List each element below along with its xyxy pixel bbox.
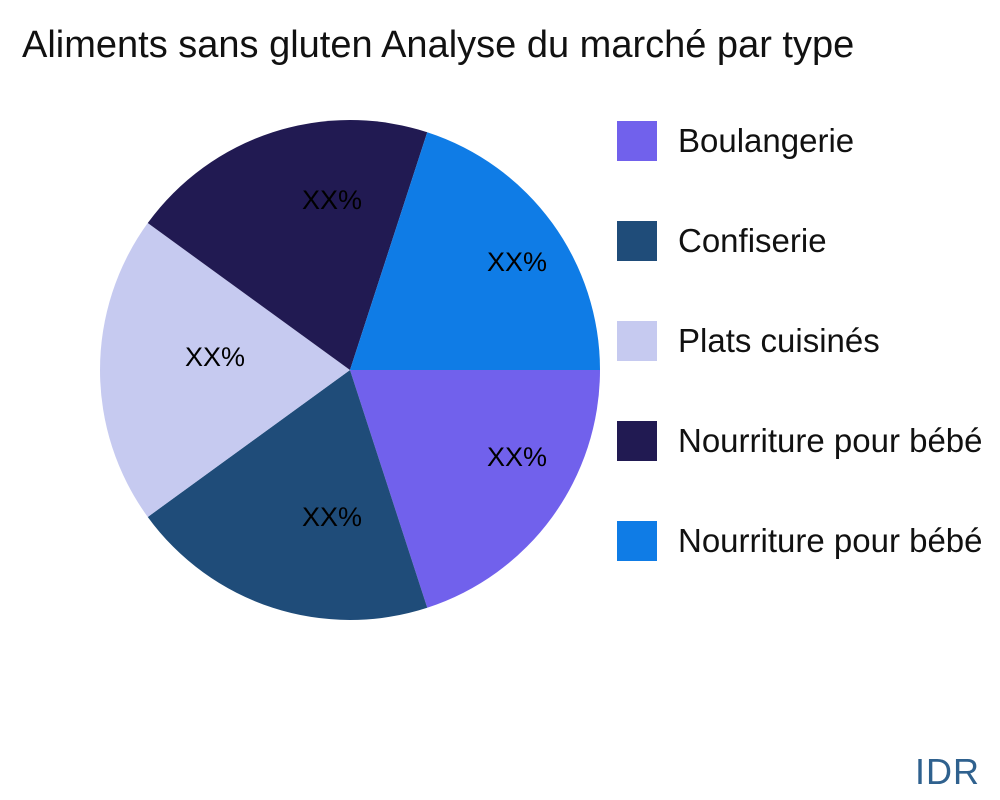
legend-label-3: Nourriture pour bébé [678,422,983,459]
pie-slice-value-label-2: XX% [185,342,245,372]
legend-item-0: Boulangerie [617,121,1000,161]
legend-label-1: Confiserie [678,222,827,259]
pie-slice-1 [147,370,428,620]
watermark-text: IDR [915,751,980,792]
pie-slice-value-label-1: XX% [302,502,362,532]
pie-slice-value-label-4: XX% [487,247,547,277]
chart-title: Aliments sans gluten Analyse du marché p… [22,24,855,66]
pie-slice-4 [350,132,600,370]
legend-item-4: Nourriture pour bébé [617,521,1000,561]
legend-item-1: Confiserie [617,221,1000,261]
legend-label-4: Nourriture pour bébé [678,522,983,559]
pie-slice-2 [100,223,351,517]
pie-slice-value-label-3: XX% [302,185,362,215]
legend-swatch-2 [617,321,657,361]
legend-swatch-4 [617,521,657,561]
pie-slice-value-label-0: XX% [487,442,547,472]
legend-item-2: Plats cuisinés [617,321,1000,361]
legend-swatch-3 [617,421,657,461]
pie-chart-area: XX% XX% XX% XX% XX% [100,120,600,620]
pie-slice-3 [147,120,428,371]
pie-chart: XX% XX% XX% XX% XX% [100,120,600,620]
legend-label-0: Boulangerie [678,122,855,159]
legend-item-3: Nourriture pour bébé [617,421,1000,461]
legend-swatch-0 [617,121,657,161]
pie-slice-0 [350,370,600,608]
legend-swatch-1 [617,221,657,261]
legend-label-2: Plats cuisinés [678,322,880,359]
legend: Boulangerie Confiserie Plats cuisinés Nourr… [617,121,1000,621]
